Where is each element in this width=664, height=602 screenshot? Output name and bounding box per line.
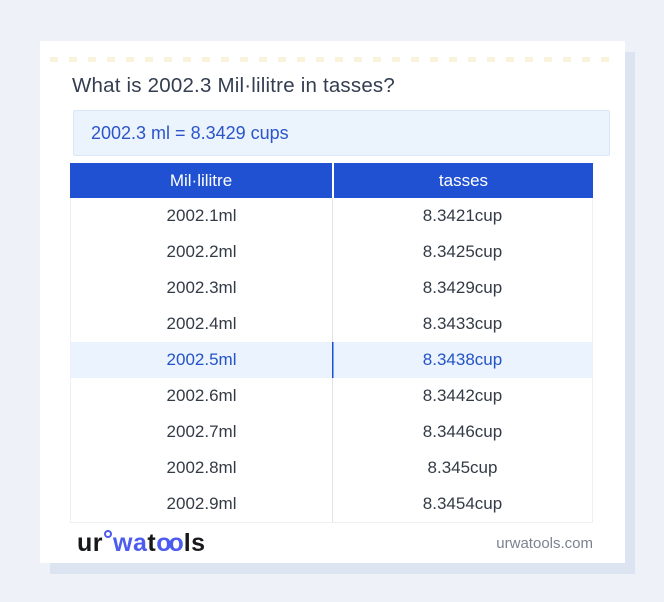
logo-text-t: t <box>147 528 157 557</box>
ml-value: 2002.3ml <box>166 278 237 297</box>
ml-value: 2002.2ml <box>166 242 237 261</box>
ml-value: 2002.7ml <box>166 422 237 441</box>
cup-value: 8.3446cup <box>422 422 503 441</box>
decorative-dashes <box>50 57 615 62</box>
header-millilitre: Mil·lilitre <box>70 163 332 198</box>
column-divider <box>332 414 333 450</box>
conversion-card: What is 2002.3 Mil·lilitre in tasses? 20… <box>40 41 625 563</box>
ml-value: 2002.6ml <box>166 386 237 405</box>
table-row[interactable]: 2002.3ml 8.3429cup <box>71 270 592 306</box>
column-divider <box>332 486 333 522</box>
cup-value: 8.3442cup <box>422 386 503 405</box>
logo-text-ls: ls <box>183 528 206 557</box>
table-row[interactable]: 2002.6ml 8.3442cup <box>71 378 592 414</box>
cup-value: 8.3425cup <box>422 242 503 261</box>
table-row[interactable]: 2002.9ml 8.3454cup <box>71 486 592 522</box>
cup-value: 8.3433cup <box>422 314 503 333</box>
table-row[interactable]: 2002.1ml 8.3421cup <box>71 198 592 234</box>
cup-value: 8.345cup <box>427 458 498 477</box>
cup-value: 8.3438cup <box>422 350 503 369</box>
result-box: 2002.3 ml = 8.3429 cups <box>73 110 610 156</box>
urwatools-logo[interactable]: ur watoo ls <box>77 529 206 558</box>
ml-value: 2002.4ml <box>166 314 237 333</box>
cup-value: 8.3421cup <box>422 206 503 225</box>
ml-value: 2002.8ml <box>166 458 237 477</box>
ml-value: 2002.9ml <box>166 494 237 513</box>
column-divider <box>332 450 333 486</box>
result-text: 2002.3 ml = 8.3429 cups <box>91 123 289 143</box>
logo-text-ur: ur <box>77 528 103 557</box>
column-divider <box>332 306 333 342</box>
column-divider <box>332 270 333 306</box>
cup-value: 8.3454cup <box>422 494 503 513</box>
column-divider <box>332 234 333 270</box>
table-row[interactable]: 2002.5ml 8.3438cup <box>71 342 592 378</box>
logo-text-wa: wa <box>113 528 148 557</box>
ml-value: 2002.5ml <box>166 350 237 369</box>
table-row[interactable]: 2002.2ml 8.3425cup <box>71 234 592 270</box>
conversion-table: Mil·lilitre tasses 2002.1ml 8.3421cup 2002… <box>70 163 593 523</box>
conversion-table-body: 2002.1ml 8.3421cup 2002.2ml 8.3425cup 2002.3… <box>70 198 593 523</box>
ml-value: 2002.1ml <box>166 206 237 225</box>
header-gap <box>332 163 334 198</box>
table-row[interactable]: 2002.8ml 8.345cup <box>71 450 592 486</box>
table-row[interactable]: 2002.7ml 8.3446cup <box>71 414 592 450</box>
table-row[interactable]: 2002.4ml 8.3433cup <box>71 306 592 342</box>
page-title: What is 2002.3 Mil·lilitre in tasses? <box>72 74 395 97</box>
column-divider <box>332 378 333 414</box>
card-footer: ur watoo ls urwatools.com <box>40 523 625 563</box>
table-header: Mil·lilitre tasses <box>70 163 593 198</box>
site-domain: urwatools.com <box>496 534 593 552</box>
cup-value: 8.3429cup <box>422 278 503 297</box>
logo-ring-icon <box>104 529 112 538</box>
column-divider <box>332 342 333 378</box>
logo-glasses-icon: oo <box>156 528 183 557</box>
header-tasses: tasses <box>334 163 593 198</box>
column-divider <box>332 198 333 234</box>
